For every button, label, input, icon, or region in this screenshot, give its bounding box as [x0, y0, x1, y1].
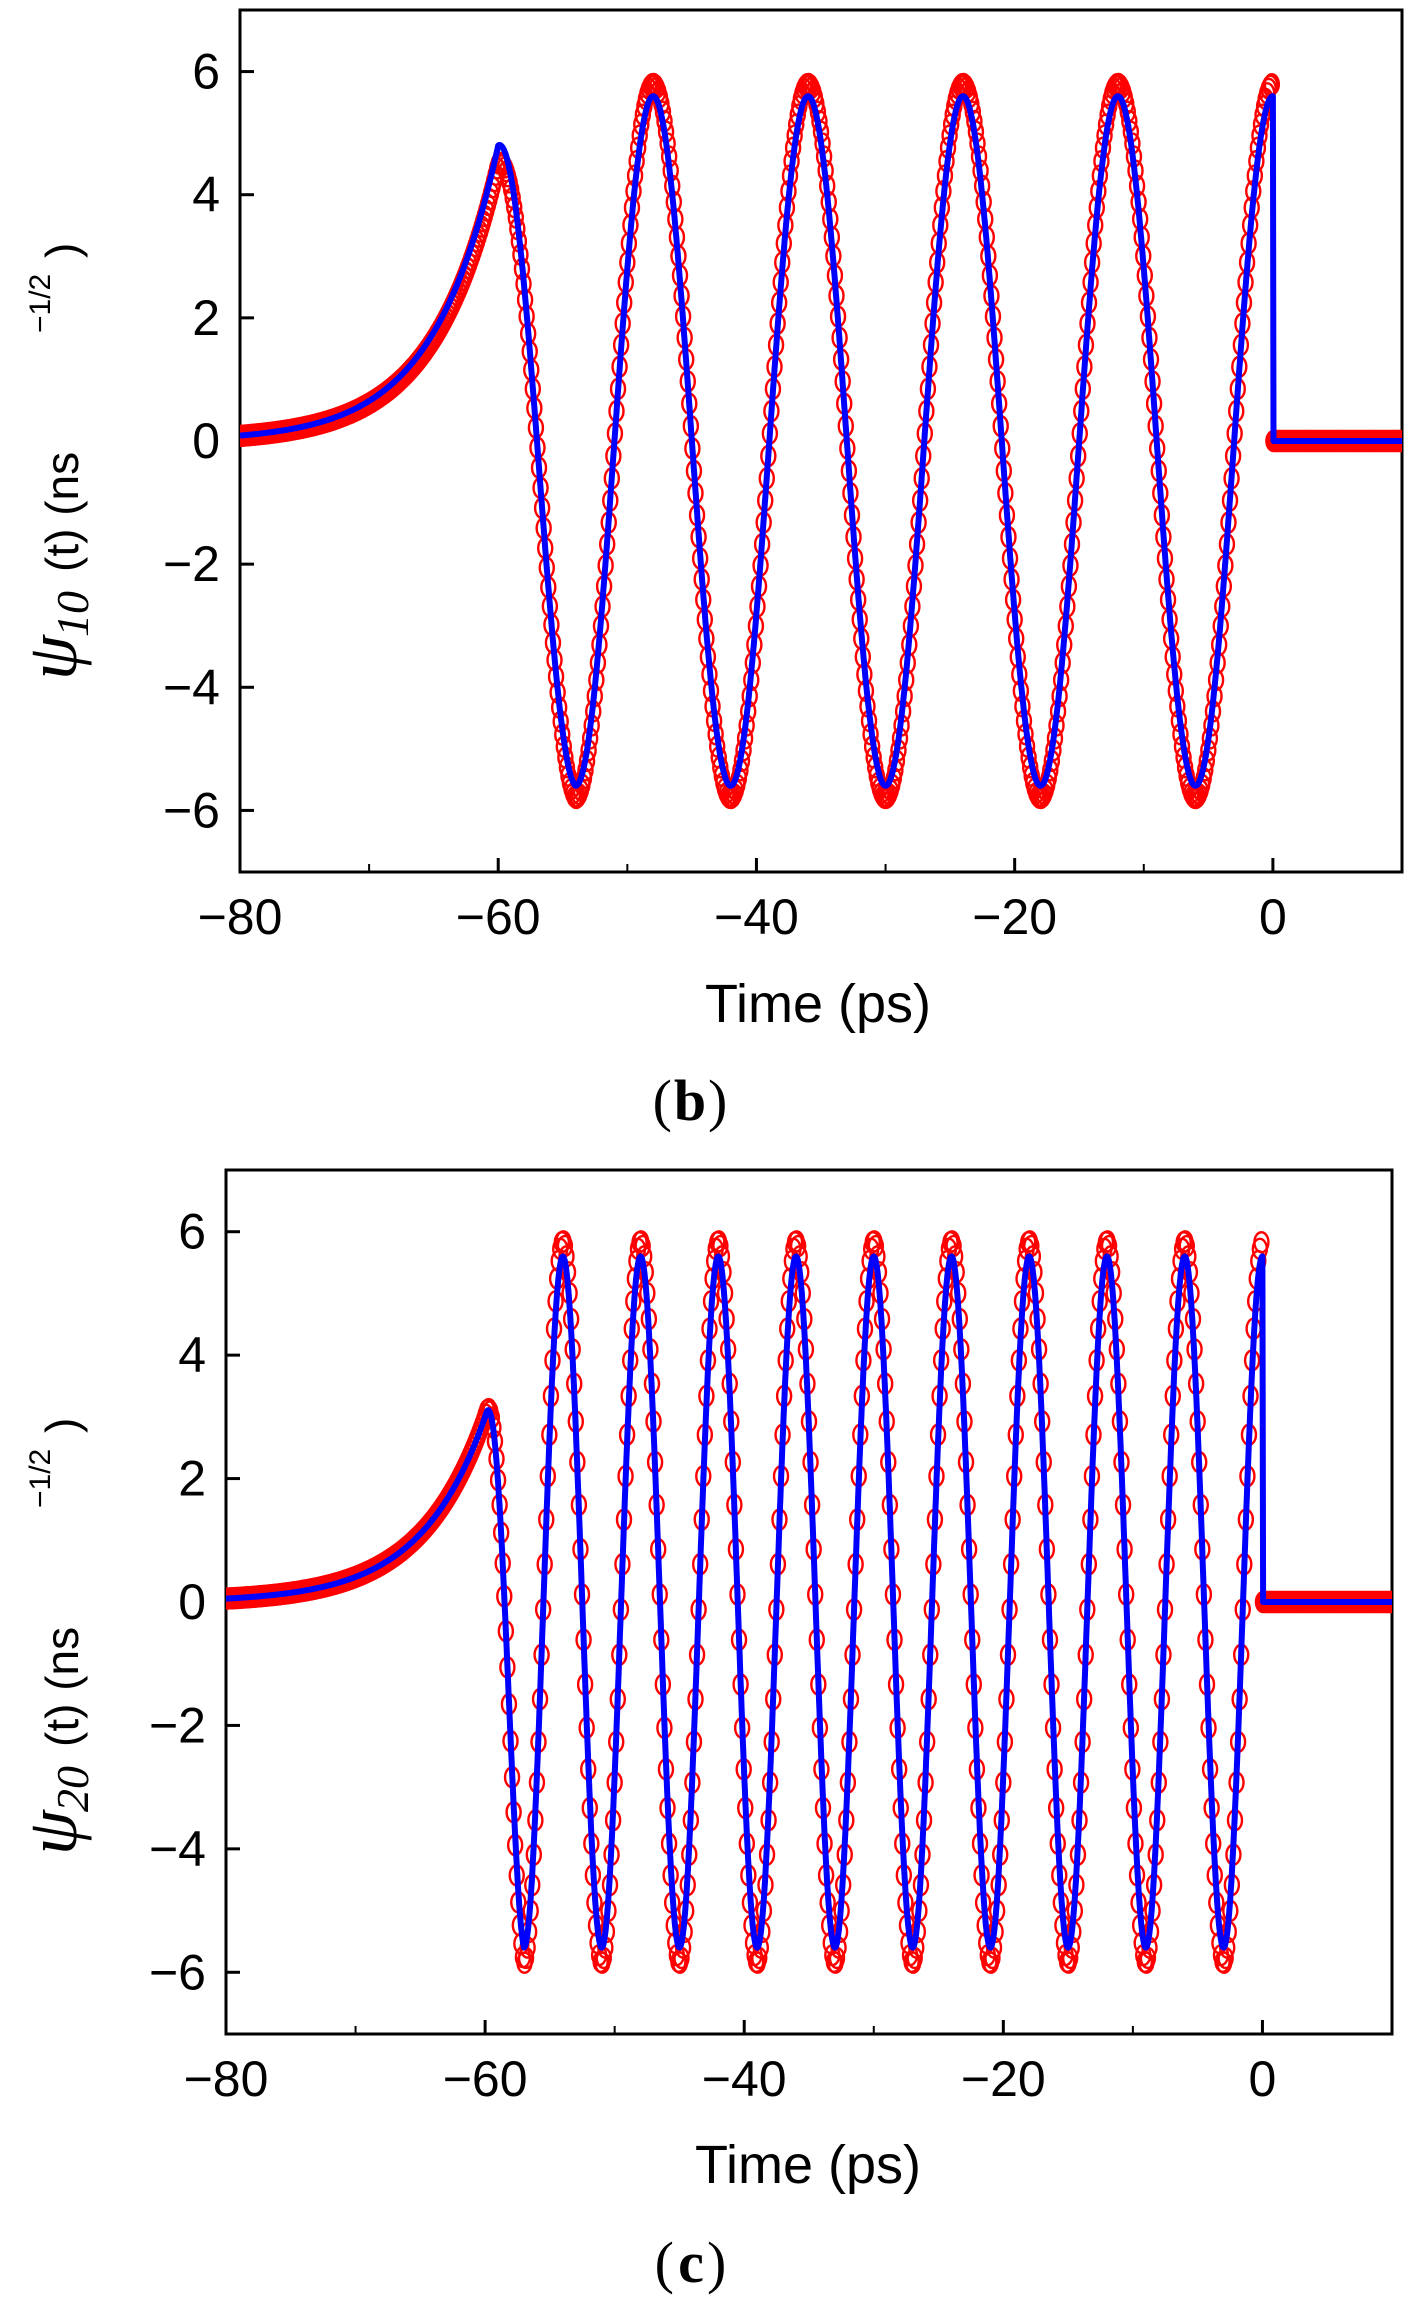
panel-label-c: ( c ): [655, 2230, 727, 2295]
y-tick-label: −2: [163, 536, 220, 592]
data-point: [1253, 1231, 1270, 1254]
panel-label-c-letter: c: [678, 2230, 704, 2295]
panel-label-b-letter: b: [674, 1068, 706, 1133]
y-tick-label: −2: [149, 1697, 206, 1753]
panel-label-b-close: ): [708, 1068, 727, 1133]
ylabel-b-exponent: −1/2: [24, 274, 57, 333]
ylabel-b-symbol: ψ: [12, 634, 92, 680]
ylabel-c-symbol: ψ: [12, 1809, 92, 1855]
y-tick-label: −4: [149, 1821, 206, 1877]
ylabel-c-exponent: −1/2: [24, 1449, 57, 1508]
x-tick-label: −60: [456, 889, 541, 945]
panel-label-c-close: ): [707, 2230, 726, 2295]
y-tick-label: −4: [163, 659, 220, 715]
plot-area: [240, 72, 1402, 810]
series-line: [226, 1253, 1392, 1951]
series-markers: [226, 1230, 1392, 1974]
y-tick-label: 2: [178, 1451, 206, 1507]
chart-panel-b: ψ 10 (t) (ns −1/2 ) Time (ps) ( b ) −80 −…: [12, 8, 1404, 1133]
x-tick-label: −40: [714, 889, 799, 945]
ylabel-b-close: ): [36, 243, 88, 258]
x-tick-label: −40: [702, 2051, 787, 2107]
y-tick-label: −6: [149, 1944, 206, 2000]
x-tick-label: −20: [972, 889, 1057, 945]
xlabel-b: Time (ps): [705, 974, 931, 1034]
ylabel-b: ψ 10 (t) (ns −1/2 ): [12, 243, 98, 680]
x-tick-label: −20: [961, 2051, 1046, 2107]
x-tick-label: −60: [443, 2051, 528, 2107]
y-tick-label: 6: [178, 1204, 206, 1260]
panel-label-c-open: (: [655, 2230, 674, 2295]
chart-panel-c: ψ 20 (t) (ns −1/2 ) Time (ps) ( c ) −80−…: [12, 1168, 1394, 2295]
y-tick-label: −6: [163, 782, 220, 838]
ylabel-c-rest: (t) (ns: [36, 1627, 88, 1747]
y-tick-label: 4: [178, 1327, 206, 1383]
ylabel-b-rest: (t) (ns: [36, 452, 88, 572]
panel-label-b-open: (: [653, 1068, 672, 1133]
series-line: [240, 93, 1402, 789]
x-tick-label: −80: [184, 2051, 269, 2107]
y-tick-label: 2: [192, 290, 220, 346]
ylabel-c: ψ 20 (t) (ns −1/2 ): [12, 1418, 98, 1855]
x-tick-label: 0: [1259, 889, 1287, 945]
x-tick-label: −80: [198, 889, 283, 945]
ylabel-c-close: ): [36, 1418, 88, 1433]
plot-area: [226, 1230, 1392, 1974]
y-tick-label: 4: [192, 167, 220, 223]
ylabel-c-subscript: 20: [47, 1766, 98, 1812]
y-tick-label: 6: [192, 44, 220, 100]
y-tick-label: 0: [192, 413, 220, 469]
ylabel-b-subscript: 10: [47, 591, 98, 637]
x-tick-label: 0: [1249, 2051, 1277, 2107]
panel-label-b: ( b ): [653, 1068, 728, 1133]
y-tick-label: 0: [178, 1574, 206, 1630]
xlabel-c: Time (ps): [695, 2135, 921, 2195]
